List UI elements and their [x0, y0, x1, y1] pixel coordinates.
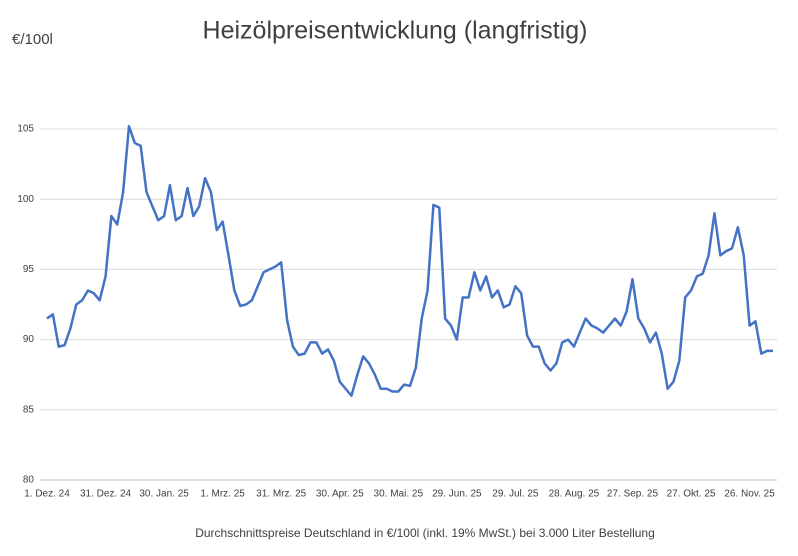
y-tick-label: 80 — [23, 475, 35, 486]
y-tick-label: 85 — [23, 404, 35, 415]
y-tick-label: 95 — [23, 264, 35, 275]
chart-title: Heizölpreisentwicklung (langfristig) — [203, 17, 588, 45]
y-tick-label: 90 — [23, 334, 35, 345]
x-tick-label: 27. Okt. 25 — [667, 489, 716, 500]
price-line — [46, 124, 773, 398]
x-tick-label: 30. Jan. 25 — [139, 489, 189, 500]
x-tick-label: 1. Dez. 24 — [24, 489, 70, 500]
y-tick-label: 105 — [17, 124, 34, 135]
x-tick-label: 29. Jun. 25 — [432, 489, 482, 500]
x-tick-label: 26. Nov. 25 — [724, 489, 775, 500]
caption: Durchschnittspreise Deutschland in €/100… — [195, 526, 655, 540]
x-tick-label: 29. Jul. 25 — [492, 489, 539, 500]
x-tick-label: 1. Mrz. 25 — [200, 489, 245, 500]
x-tick-label: 28. Aug. 25 — [549, 489, 600, 500]
x-tick-label: 31. Dez. 24 — [80, 489, 132, 500]
x-tick-label: 27. Sep. 25 — [607, 489, 659, 500]
x-tick-label: 31. Mrz. 25 — [256, 489, 306, 500]
y-axis-label: €/100l — [12, 31, 53, 48]
x-tick-label: 30. Apr. 25 — [316, 489, 364, 500]
y-tick-label: 100 — [17, 194, 34, 205]
x-tick-label: 30. Mai. 25 — [374, 489, 424, 500]
